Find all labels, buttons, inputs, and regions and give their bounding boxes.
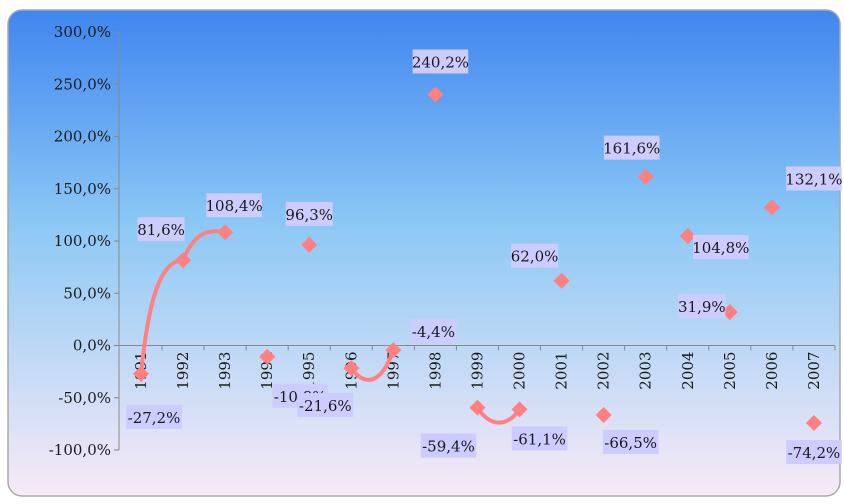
x-tick-label: 2002 bbox=[595, 352, 613, 390]
x-tick-label: 1999 bbox=[468, 351, 486, 389]
y-tick-label: 300,0% bbox=[54, 23, 111, 41]
x-tick-label: 1992 bbox=[174, 352, 192, 390]
data-label-background bbox=[126, 404, 182, 429]
data-label-background bbox=[786, 166, 842, 191]
x-tick-label: 2001 bbox=[553, 352, 571, 390]
x-tick-label: 2006 bbox=[763, 352, 781, 390]
y-tick-label: 250,0% bbox=[54, 75, 111, 93]
data-point-marker bbox=[301, 236, 318, 253]
data-label-background bbox=[409, 319, 457, 344]
chart-background bbox=[7, 9, 841, 497]
y-tick-label: 50,0% bbox=[63, 284, 111, 302]
data-label: 108,4% bbox=[206, 197, 263, 215]
data-label: 240,2% bbox=[412, 53, 469, 71]
data-label-background bbox=[692, 234, 749, 259]
data-label-background bbox=[137, 217, 185, 242]
data-point-marker bbox=[637, 168, 654, 185]
data-label: -66,5% bbox=[604, 434, 657, 452]
x-tick-label: 1994 bbox=[258, 352, 276, 390]
x-tick-label: 1998 bbox=[426, 352, 444, 390]
data-label: 81,6% bbox=[137, 221, 185, 239]
x-tick-label: 2007 bbox=[805, 352, 823, 390]
data-label-background bbox=[420, 433, 477, 458]
data-point-marker bbox=[763, 199, 780, 216]
series-curve bbox=[349, 348, 396, 382]
data-point-marker bbox=[679, 227, 696, 244]
x-tick-label: 2003 bbox=[637, 352, 655, 390]
y-tick-label: 200,0% bbox=[54, 128, 111, 146]
data-point-marker bbox=[259, 348, 276, 365]
data-point-marker bbox=[595, 406, 612, 423]
data-label: 104,8% bbox=[692, 239, 749, 257]
data-point-marker bbox=[511, 401, 528, 418]
y-tick-label: 100,0% bbox=[54, 232, 111, 250]
data-label: -21,6% bbox=[299, 397, 352, 415]
data-label-background bbox=[603, 135, 660, 160]
x-tick-label: 2005 bbox=[721, 352, 739, 390]
x-tick-label: 2000 bbox=[511, 352, 529, 390]
data-label-background bbox=[206, 193, 262, 218]
data-label-background bbox=[786, 440, 842, 465]
data-label: -74,2% bbox=[788, 444, 841, 462]
data-label-background bbox=[511, 426, 568, 451]
data-label: -27,2% bbox=[128, 409, 181, 427]
data-label: 96,3% bbox=[285, 206, 333, 224]
x-tick-label: 2004 bbox=[679, 352, 697, 390]
data-point-marker bbox=[133, 365, 149, 382]
markers-group bbox=[133, 86, 822, 432]
y-tick-label: -50,0% bbox=[58, 389, 111, 407]
data-labels-group: -27,2%81,6%108,4%-10,8%96,3%-21,6%-4,4%2… bbox=[126, 49, 843, 465]
y-tick-label: 0,0% bbox=[73, 337, 111, 355]
data-label: 132,1% bbox=[785, 170, 842, 188]
data-label: -4,4% bbox=[412, 323, 455, 341]
data-label-background bbox=[602, 429, 659, 454]
data-label-background bbox=[285, 201, 333, 226]
data-label-background bbox=[678, 294, 726, 319]
data-label: 161,6% bbox=[603, 140, 660, 158]
data-label: 31,9% bbox=[678, 298, 726, 316]
data-point-marker bbox=[385, 342, 402, 359]
data-point-marker bbox=[805, 415, 822, 432]
x-tick-label: 1995 bbox=[300, 352, 318, 390]
data-label-background bbox=[511, 243, 559, 268]
axes-group: -100,0% -50,0% 0,0% 50,0% 100,0% 150,0% 200,0%… bbox=[49, 23, 836, 459]
data-point-marker bbox=[469, 399, 486, 416]
data-point-marker bbox=[427, 86, 444, 103]
x-tick-label: 1993 bbox=[216, 352, 234, 390]
data-label: 62,0% bbox=[511, 248, 559, 266]
data-label: -59,4% bbox=[422, 438, 475, 456]
y-tick-label: -100,0% bbox=[49, 441, 111, 459]
data-point-marker bbox=[553, 272, 570, 289]
y-tick-label: 150,0% bbox=[54, 180, 111, 198]
data-label-background bbox=[412, 49, 469, 74]
data-label-background bbox=[297, 393, 354, 418]
data-point-marker bbox=[343, 360, 360, 377]
data-point-marker bbox=[175, 252, 192, 269]
data-label: -61,1% bbox=[513, 430, 566, 448]
data-point-marker bbox=[217, 224, 234, 241]
data-point-marker bbox=[721, 304, 738, 321]
